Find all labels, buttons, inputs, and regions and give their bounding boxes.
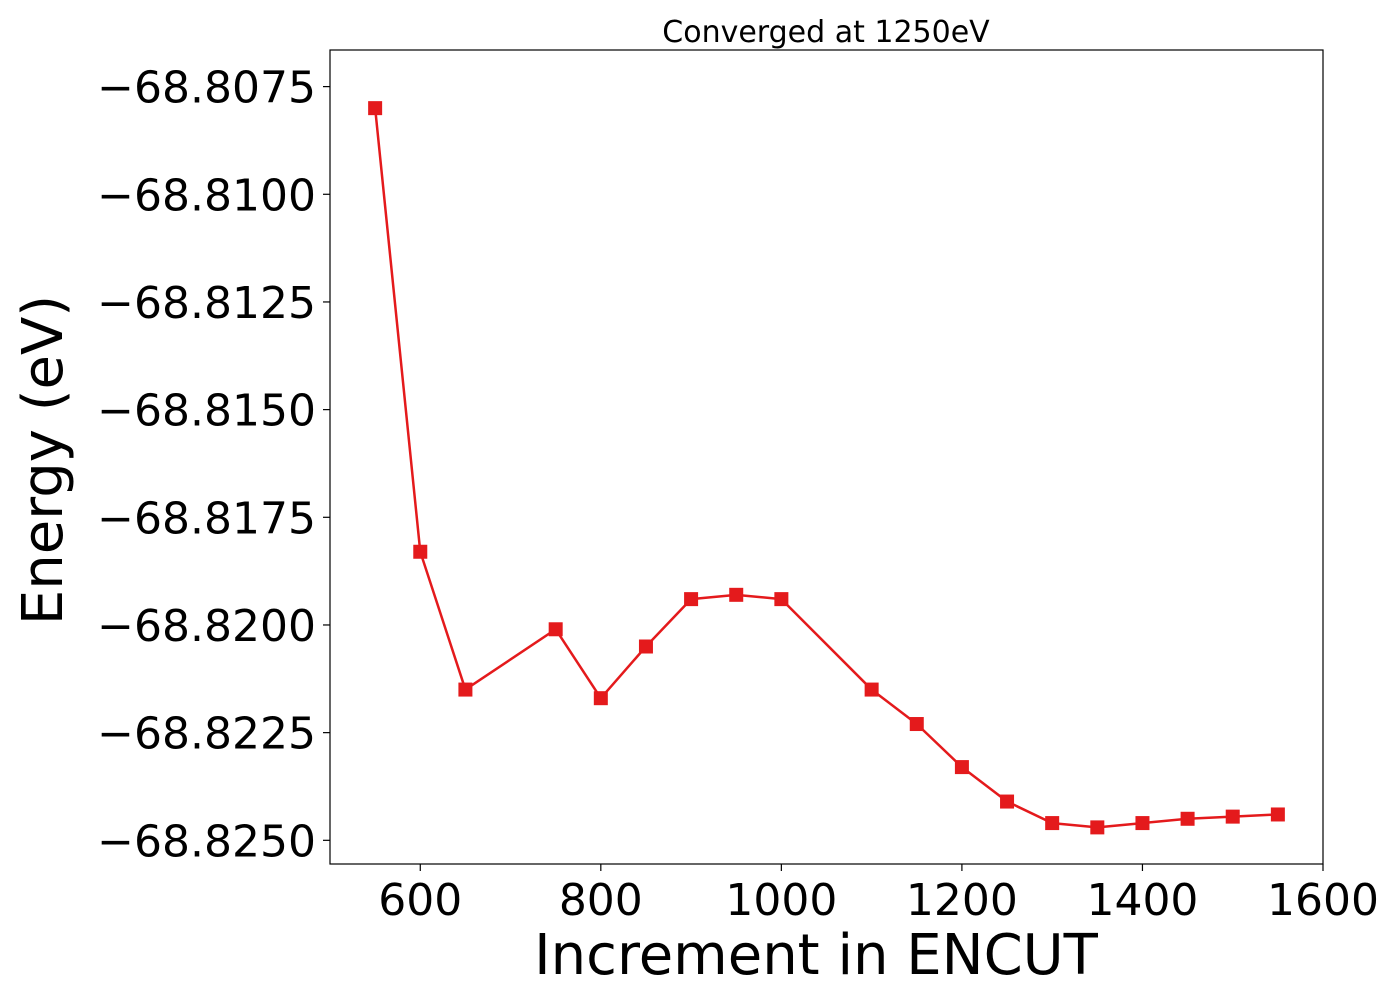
y-tick-label: −68.8075 (97, 63, 316, 114)
data-point-marker (729, 587, 744, 602)
data-point-marker (1225, 809, 1240, 824)
x-axis: 600 800 1000 1200 1400 1600 (378, 864, 1379, 926)
data-point-marker (1270, 807, 1285, 822)
y-tick-label: −68.8175 (97, 493, 316, 544)
data-point-marker (1090, 820, 1105, 835)
y-tick-label: −68.8100 (97, 170, 316, 221)
data-point-marker (593, 691, 608, 706)
x-tick-label: 600 (378, 875, 462, 926)
series-layer (368, 101, 1285, 835)
x-tick-label: 800 (559, 875, 643, 926)
data-point-marker (774, 592, 789, 607)
y-axis: −68.8075 −68.8100 −68.8125 −68.8150 −68.8175… (97, 63, 330, 867)
data-point-marker (1180, 811, 1195, 826)
y-tick-label: −68.8150 (97, 386, 316, 437)
data-point-marker (458, 682, 473, 697)
data-point-marker (1045, 816, 1060, 831)
data-point-marker (638, 639, 653, 654)
y-tick-label: −68.8225 (97, 709, 316, 760)
plot-area (329, 49, 1324, 865)
y-tick-label: −68.8125 (97, 278, 316, 329)
data-point-marker (864, 682, 879, 697)
y-tick-label: −68.8250 (97, 816, 316, 867)
data-point-marker (368, 101, 383, 116)
data-point-marker (413, 544, 428, 559)
x-tick-label: 1600 (1267, 875, 1379, 926)
data-point-marker (684, 592, 699, 607)
data-point-marker (1135, 816, 1150, 831)
y-axis-label: Energy (eV) (11, 295, 76, 625)
x-tick-label: 1000 (725, 875, 837, 926)
x-tick-label: 1400 (1086, 875, 1198, 926)
y-tick-label: −68.8200 (97, 601, 316, 652)
data-point-marker (548, 622, 563, 637)
data-point-marker (954, 760, 969, 775)
x-axis-label: Increment in ENCUT (534, 923, 1099, 988)
data-point-marker (909, 717, 924, 732)
data-point-marker (1000, 794, 1015, 809)
x-tick-label: 1200 (906, 875, 1018, 926)
chart-title: Converged at 1250eV (662, 15, 990, 50)
